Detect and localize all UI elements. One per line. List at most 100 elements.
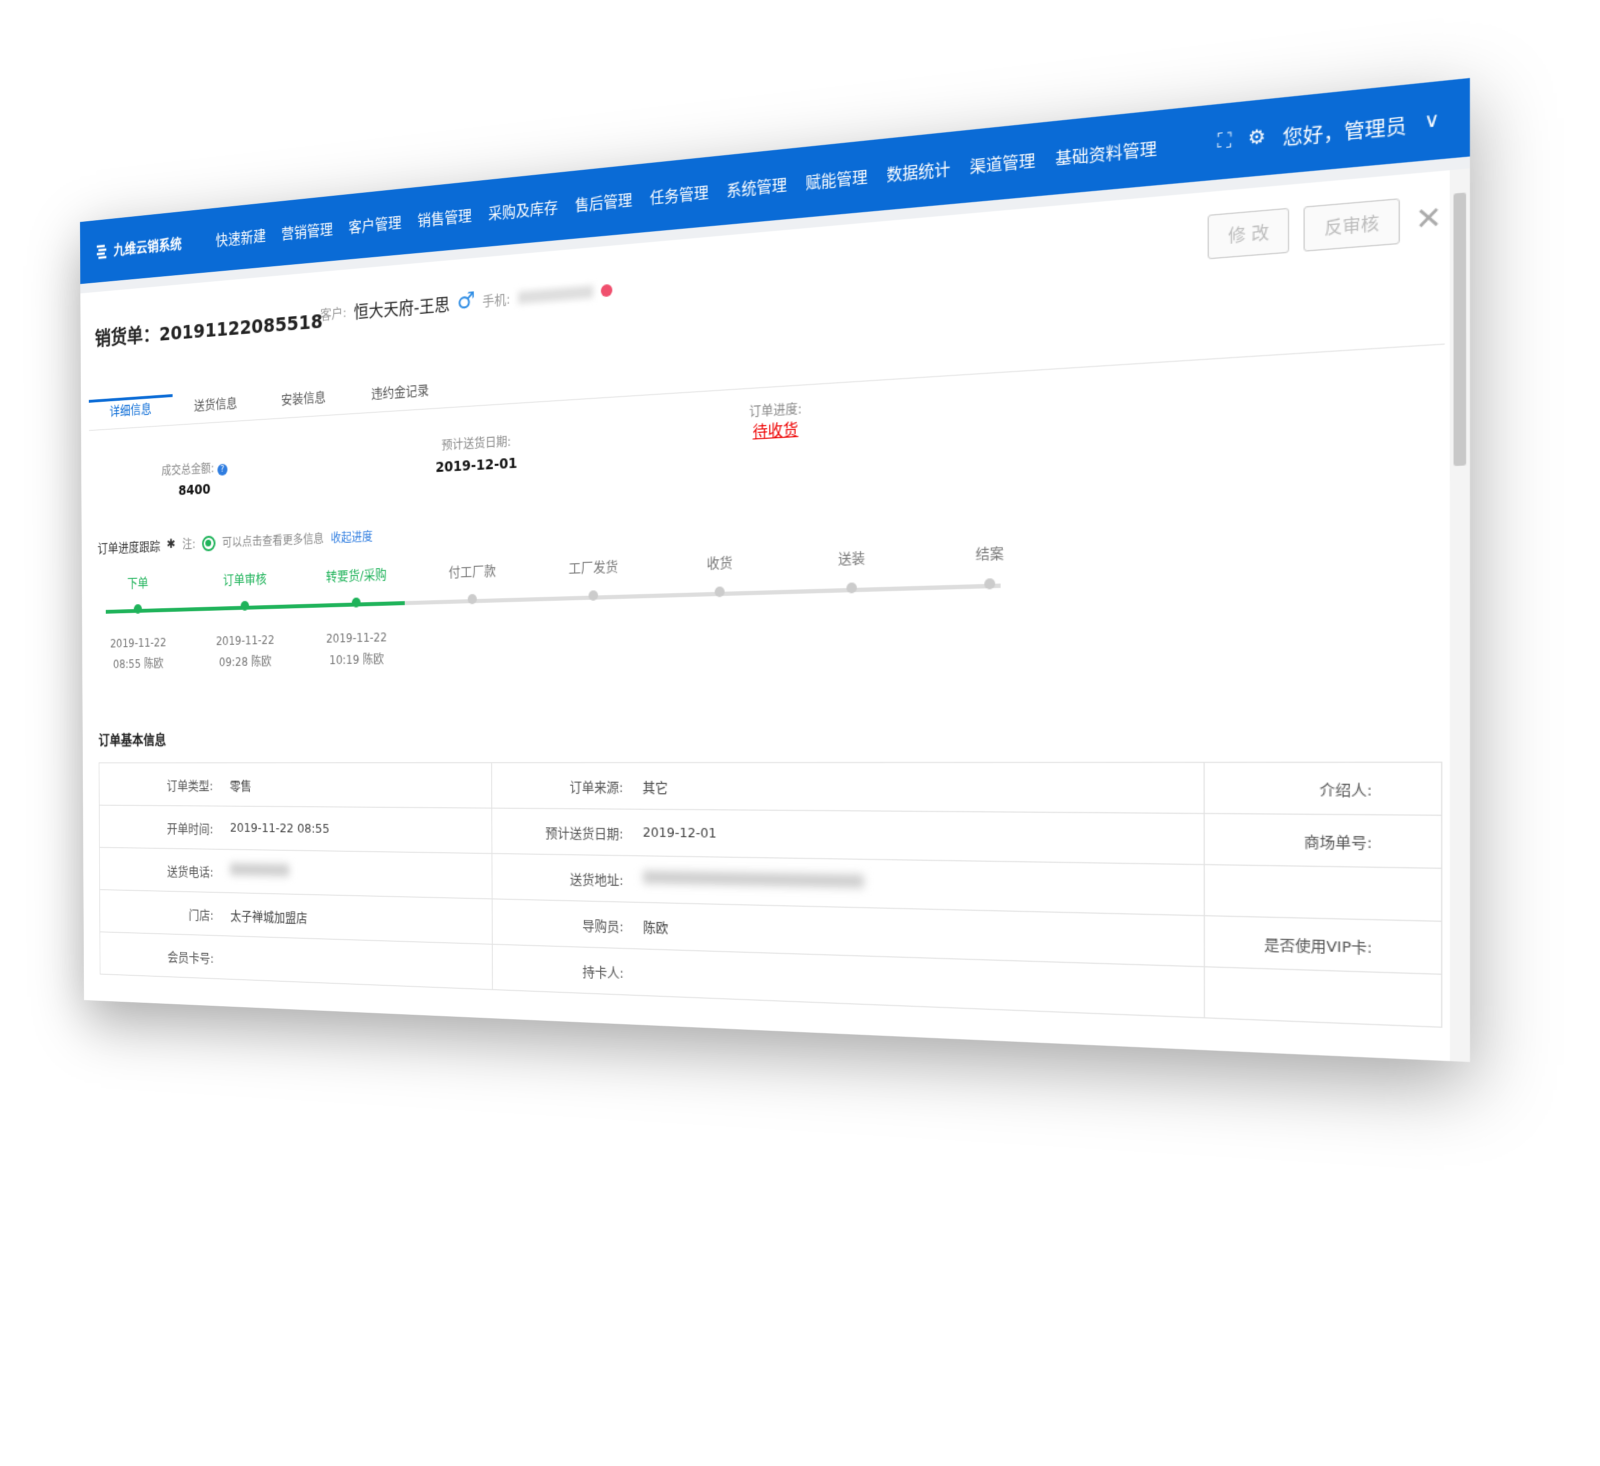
step-date: 2019-11-22 — [215, 633, 275, 649]
gear-icon[interactable]: ⚙ — [1247, 125, 1266, 151]
edit-button[interactable]: 修 改 — [1208, 207, 1290, 260]
step-dot[interactable] — [240, 600, 250, 611]
scrollbar[interactable] — [1449, 168, 1471, 1063]
tab-2[interactable]: 安装信息 — [281, 390, 326, 409]
field-label: 订单来源: — [491, 762, 633, 810]
step-name: 付工厂款 — [448, 564, 496, 581]
progress-status[interactable]: 待收货 — [752, 419, 799, 442]
nav-item[interactable]: 快速新建 — [215, 226, 266, 249]
field-label — [1204, 966, 1385, 1025]
field-label: 开单时间: — [99, 805, 222, 850]
basic-info-table: 订单类型: 零售 订单来源: 其它 介绍人: 开单时间: 2019-11-22 08:55 预… — [99, 762, 1443, 1028]
field-value: 零售 — [221, 762, 492, 809]
tab-3[interactable]: 违约金记录 — [371, 383, 430, 403]
step-name: 送装 — [838, 550, 866, 568]
progress-timeline: 下单 2019-11-22 08:55 陈欧 订单审核 2019-11-22 09:28 … — [105, 542, 1004, 687]
collapse-progress-link[interactable]: 收起进度 — [330, 529, 373, 546]
field-label: 送货地址: — [491, 853, 634, 903]
nav-item[interactable]: 赋能管理 — [805, 166, 868, 193]
field-value — [1384, 919, 1442, 975]
message-icon[interactable] — [600, 283, 613, 297]
help-icon[interactable]: ? — [217, 463, 228, 476]
nav-item[interactable]: 数据统计 — [886, 158, 951, 185]
step-name: 下单 — [127, 576, 149, 592]
timeline-step[interactable]: 转要货/采购 2019-11-22 10:19 陈欧 — [304, 563, 409, 671]
nav-item[interactable]: 售后管理 — [574, 190, 633, 215]
field-label: 会员卡号: — [99, 931, 223, 979]
field-label: 预计送货日期: — [491, 808, 634, 856]
timeline-step[interactable]: 工厂发货 — [537, 554, 651, 602]
logo[interactable]: 九维云销系统 — [80, 231, 208, 263]
field-value: 2019-11-22 08:55 — [221, 806, 492, 854]
hint-text: 可以点击查看更多信息 — [221, 531, 324, 550]
blurred-value — [230, 863, 290, 877]
tracking-title: 订单进度跟踪 — [97, 539, 161, 557]
field-label: 送货电话: — [99, 847, 222, 893]
user-greeting[interactable]: 您好，管理员 — [1282, 114, 1407, 151]
step-dot[interactable] — [133, 604, 142, 614]
timeline-step[interactable]: 收货 — [661, 550, 780, 599]
fullscreen-icon[interactable]: ⛶ — [1217, 129, 1232, 154]
page-title: 销货单：20191122085518 — [94, 308, 323, 351]
radio-icon — [201, 535, 216, 551]
field-label: 是否使用VIP卡: — [1204, 915, 1385, 973]
step-dot[interactable] — [467, 593, 477, 605]
step-name: 工厂发货 — [568, 559, 619, 577]
field-label: 门店: — [99, 889, 223, 936]
customer-info: 客户: 恒大天府-王思 ♂ 手机: — [320, 277, 613, 326]
field-value: 其它 — [632, 762, 1205, 814]
timeline-step[interactable]: 订单审核 2019-11-22 09:28 陈欧 — [195, 567, 296, 673]
chevron-down-icon[interactable]: ∨ — [1424, 108, 1440, 134]
customer-name: 恒大天府-王思 — [353, 295, 450, 324]
nav-item[interactable]: 营销管理 — [281, 219, 333, 243]
field-label: 介绍人: — [1204, 762, 1385, 815]
step-time: 10:19 陈欧 — [329, 652, 384, 668]
field-value — [221, 849, 492, 899]
tab-1[interactable]: 送货信息 — [193, 396, 238, 414]
nav-item[interactable]: 客户管理 — [348, 213, 402, 237]
progress-summary: 订单进度: 待收货 — [749, 401, 802, 442]
step-name: 结案 — [975, 545, 1004, 564]
timeline-step[interactable]: 结案 — [925, 540, 1055, 592]
nav-item[interactable]: 采购及库存 — [488, 197, 559, 223]
nav-item[interactable]: 渠道管理 — [969, 150, 1036, 177]
male-icon: ♂ — [457, 288, 476, 315]
field-label: 商场单号: — [1204, 813, 1385, 868]
app-name: 九维云销系统 — [113, 236, 182, 259]
order-window: 九维云销系统 快速新建 营销管理 客户管理 销售管理 采购及库存 售后管理 任务管理 系统管理… — [80, 77, 1471, 1063]
blurred-value — [642, 870, 864, 888]
step-name: 转要货/采购 — [325, 567, 387, 585]
timeline-step[interactable]: 送装 — [790, 545, 915, 595]
step-time: 08:55 陈欧 — [113, 656, 164, 672]
tab-0[interactable]: 详细信息 — [88, 394, 173, 431]
order-number: 20191122085518 — [159, 308, 323, 346]
field-label — [1204, 864, 1385, 920]
field-label: 订单类型: — [99, 762, 222, 807]
nav-item[interactable]: 销售管理 — [417, 206, 472, 230]
field-label: 导购员: — [491, 898, 634, 949]
step-dot[interactable] — [984, 578, 996, 590]
field-value — [1384, 972, 1442, 1028]
field-value — [1384, 762, 1442, 816]
nav-item[interactable]: 系统管理 — [726, 174, 788, 200]
timeline-step[interactable]: 下单 2019-11-22 08:55 陈欧 — [90, 571, 187, 675]
step-date: 2019-11-22 — [110, 635, 167, 651]
unaudit-button[interactable]: 反审核 — [1303, 198, 1401, 252]
field-value — [1384, 814, 1442, 869]
field-value — [222, 935, 493, 990]
note-label: 注: — [182, 537, 196, 552]
basic-info-title: 订单基本信息 — [98, 732, 167, 749]
step-dot[interactable] — [351, 597, 361, 608]
logo-icon — [94, 242, 108, 260]
step-name: 收货 — [706, 555, 733, 573]
timeline-step[interactable]: 付工厂款 — [418, 559, 528, 606]
gear-small-icon: ✱ — [166, 537, 176, 552]
nav-item[interactable]: 基础资料管理 — [1055, 138, 1157, 169]
step-dot[interactable] — [714, 586, 725, 598]
field-value — [1384, 867, 1442, 922]
close-icon[interactable]: ✕ — [1414, 199, 1443, 238]
step-dot[interactable] — [588, 590, 599, 601]
delivery-date-summary: 预计送货日期: 2019-12-01 — [435, 434, 518, 477]
step-dot[interactable] — [846, 582, 857, 594]
nav-item[interactable]: 任务管理 — [649, 182, 709, 208]
